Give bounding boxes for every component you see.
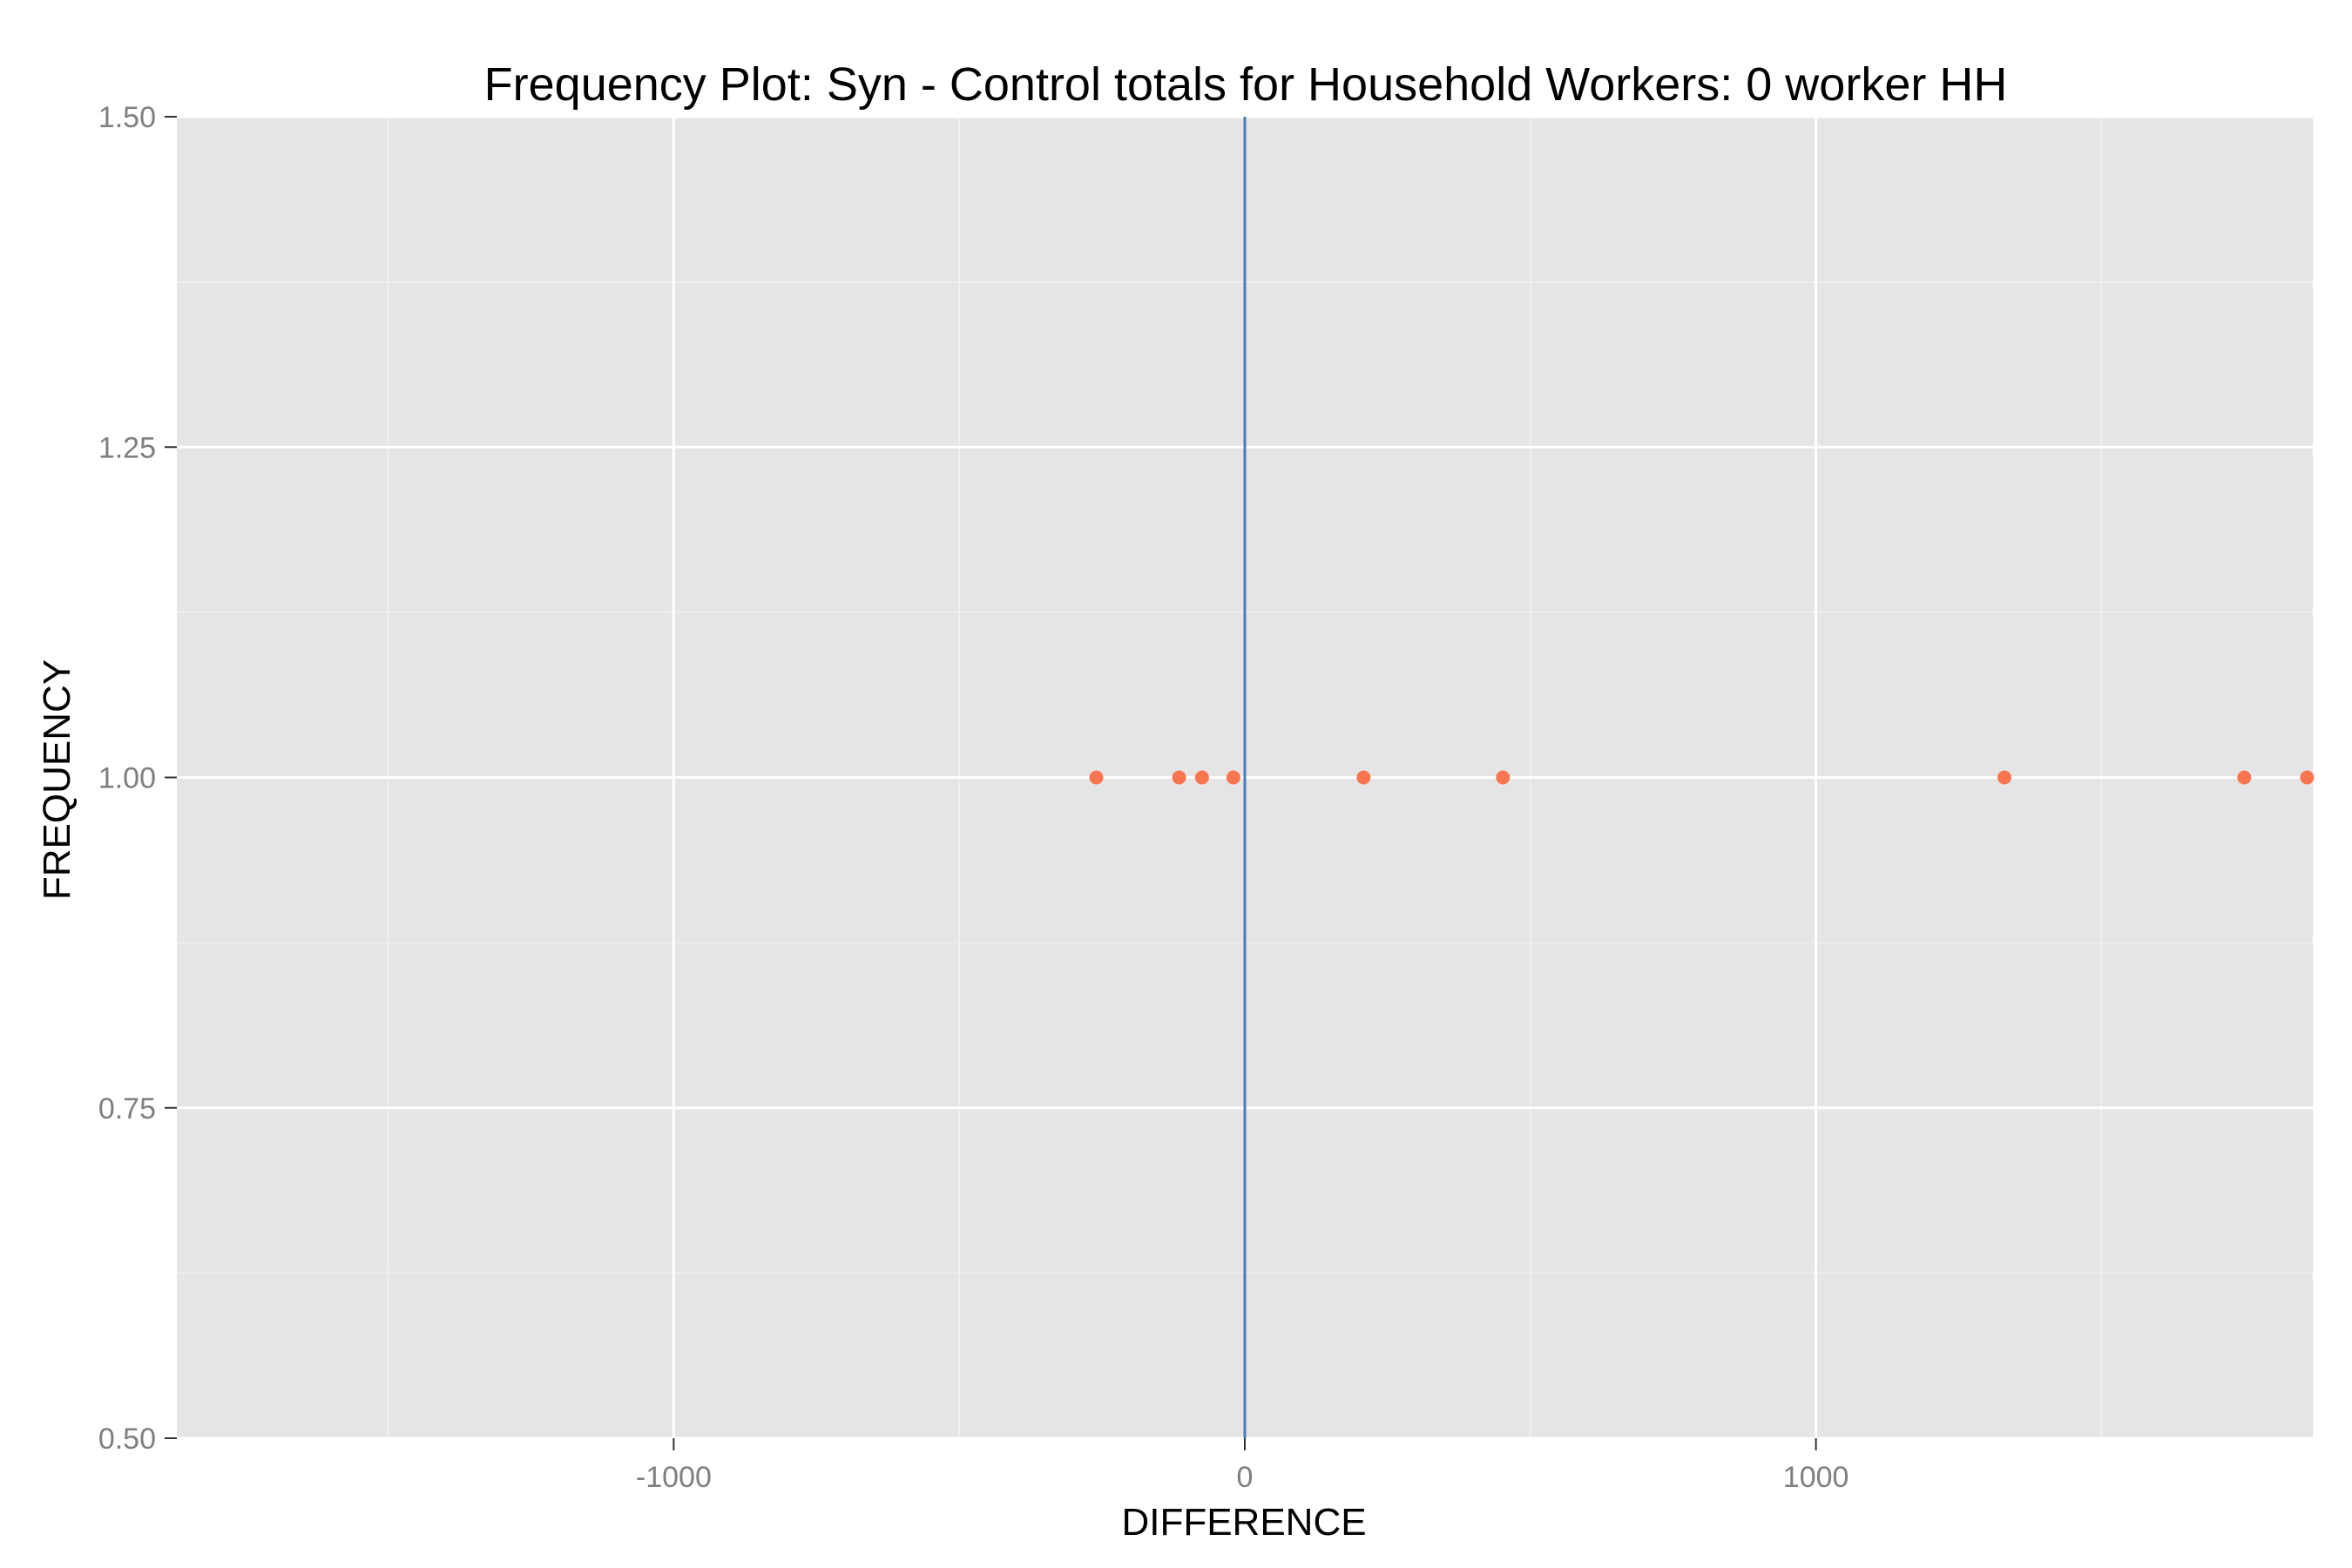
data-point: [1356, 770, 1371, 785]
y-tick-label: 1.00: [98, 762, 156, 795]
y-tick-labels: 0.50 0.75 1.00 1.25 1.50: [98, 101, 156, 1456]
y-axis-label: FREQUENCY: [36, 659, 78, 900]
y-tick-label: 0.50: [98, 1423, 156, 1456]
x-tick-label: 1000: [1783, 1461, 1849, 1494]
data-point: [1496, 770, 1511, 785]
x-tick-label: -1000: [636, 1461, 712, 1494]
data-point: [1089, 770, 1104, 785]
y-tick-label: 1.25: [98, 431, 156, 464]
axis-ticks: [165, 116, 1817, 1450]
data-point: [1226, 770, 1240, 785]
data-point: [1194, 770, 1209, 785]
data-points: [1089, 770, 2315, 785]
data-point: [2300, 770, 2315, 785]
chart-title: Frequency Plot: Syn - Control totals for…: [484, 58, 2008, 111]
data-point: [1997, 770, 2011, 785]
x-tick-labels: -1000 0 1000: [636, 1461, 1849, 1494]
x-axis-label: DIFFERENCE: [1121, 1501, 1366, 1544]
data-point: [2237, 770, 2252, 785]
data-point: [1172, 770, 1186, 785]
y-tick-label: 1.50: [98, 101, 156, 134]
y-tick-label: 0.75: [98, 1092, 156, 1125]
x-tick-label: 0: [1237, 1461, 1254, 1494]
